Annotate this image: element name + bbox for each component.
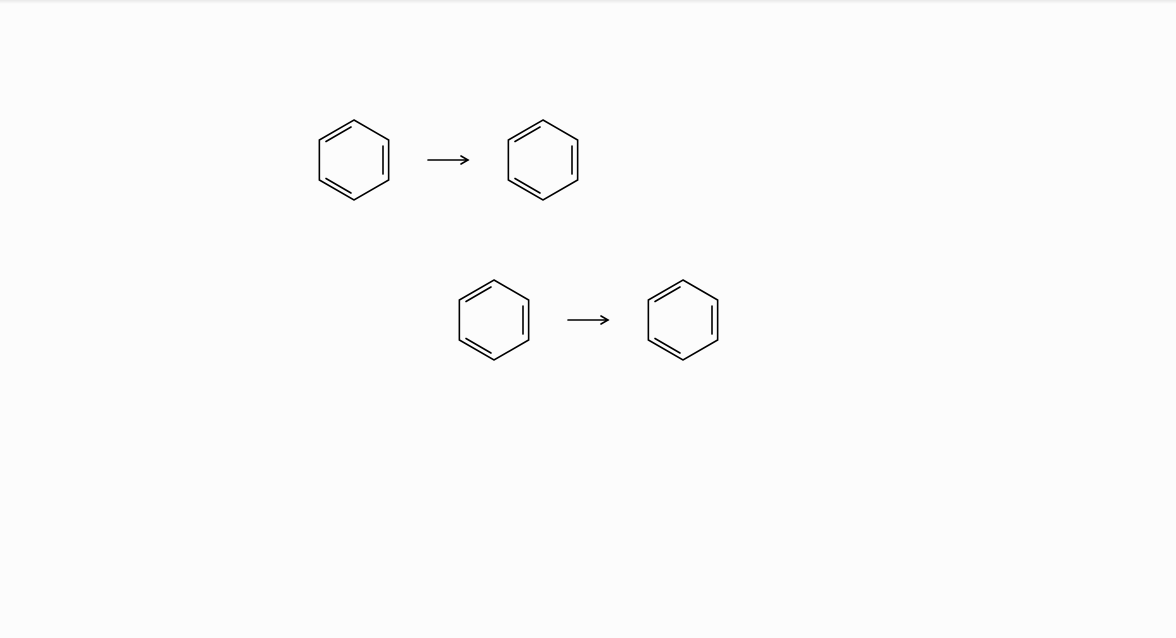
product-2-benzene-ring[interactable] (647, 279, 719, 361)
right-arrow-icon[interactable] (567, 315, 610, 325)
toolbar-shadow (0, 0, 1176, 4)
right-arrow-icon[interactable] (427, 155, 470, 165)
reaction-2 (458, 279, 719, 361)
reactant-2-benzene-ring[interactable] (458, 279, 530, 361)
product-1-benzene-ring[interactable] (507, 119, 579, 201)
reactant-1-benzene-ring[interactable] (318, 119, 390, 201)
reaction-1 (318, 119, 579, 201)
